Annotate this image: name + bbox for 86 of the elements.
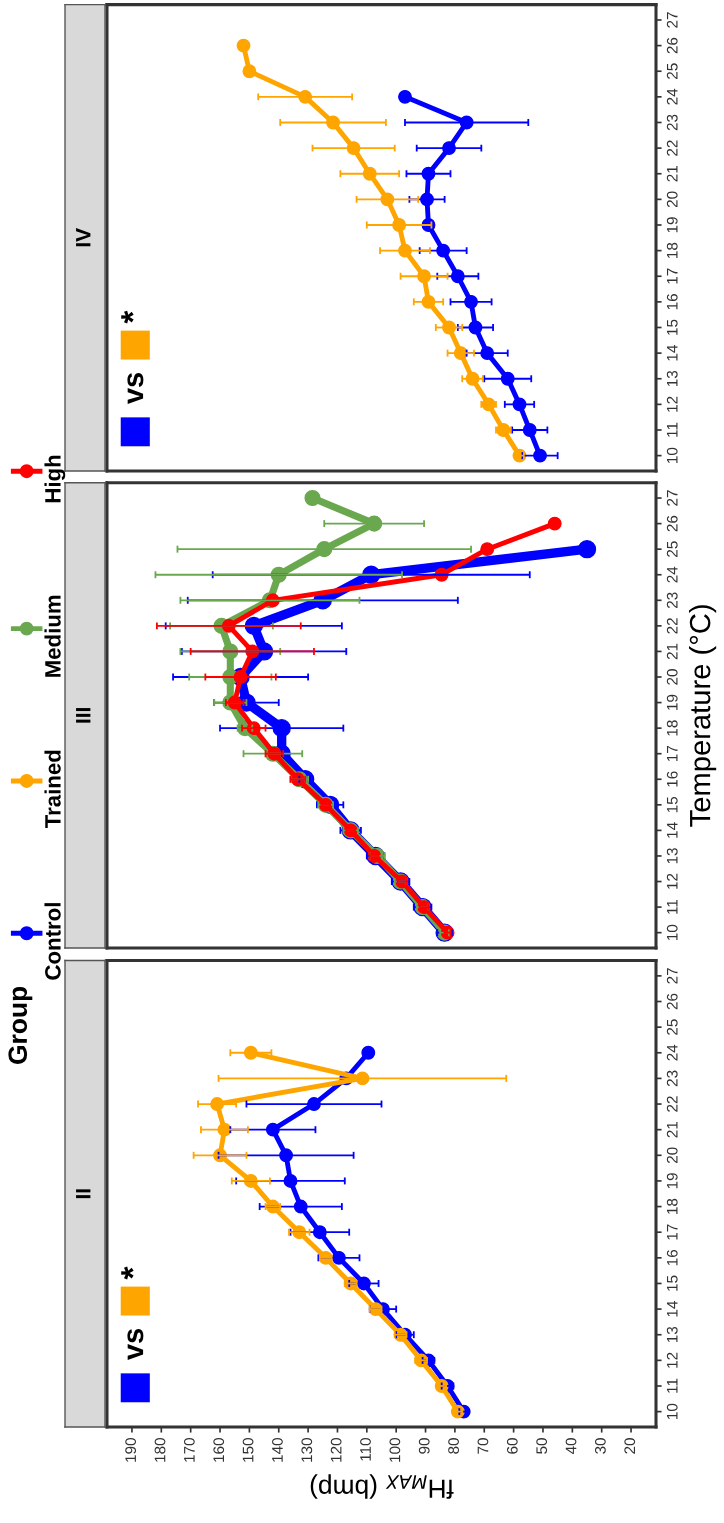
x-tick-label: 110 [360,1438,371,1461]
y-tick-label: 21 [666,643,678,660]
y-axis-title: Temperature (°C) [688,605,717,827]
y-tick-label: 11 [666,1378,678,1393]
annotation: vs [127,372,144,405]
y-tick-label: 21 [666,1121,678,1138]
x-tick-label: 80 [448,1438,459,1454]
y-tick-label: 13 [666,848,678,864]
y-tick-label: 17 [666,1224,678,1240]
y-tick-label: 18 [666,1198,678,1214]
text: III [76,708,91,723]
legend-title: Group [8,986,33,1064]
annotation: * [121,1266,134,1280]
y-tick-label: 25 [666,541,678,557]
annotation: vs [127,1328,144,1361]
y-tick-label: 24 [666,1044,678,1061]
y-tick-label: 16 [666,294,678,310]
y-tick-label: 19 [666,694,678,710]
y-tick-label: 25 [666,1019,678,1035]
legend-label: Control [44,903,61,980]
y-tick-label: 26 [666,515,678,532]
x-axis-title: fH$_{MAX}$ (bmp) [310,1474,454,1499]
y-tick-label: 12 [666,396,678,412]
y-tick-label: 18 [666,242,678,258]
y-tick-label: 20 [666,191,678,208]
x-tick-label: 90 [418,1438,430,1454]
y-tick-label: 27 [666,12,678,28]
x-tick-label: 60 [506,1438,518,1454]
legend-label: Trained [44,750,61,828]
y-tick-label: 18 [666,720,678,736]
y-tick-label: 12 [666,1352,678,1368]
y-tick-label: 20 [666,1147,678,1164]
y-tick-label: 21 [666,165,678,182]
y-tick-label: 11 [666,422,678,437]
y-tick-label: 15 [666,319,678,335]
y-tick-label: 14 [666,1301,678,1317]
y-tick-label: 20 [666,669,678,685]
x-tick-label: 190 [125,1438,137,1462]
text: II [76,1189,91,1199]
x-tick-label: 180 [154,1438,166,1462]
y-tick-label: 14 [666,345,678,361]
y-tick-label: 24 [666,566,678,583]
y-tick-label: 22 [666,140,678,156]
x-tick-label: 130 [301,1438,313,1462]
y-tick-label: 14 [666,822,678,838]
x-tick-label: 150 [242,1438,254,1462]
y-tick-label: 22 [666,618,678,634]
y-tick-label: 25 [666,63,678,79]
y-tick-label: 13 [666,370,678,387]
x-tick-label: 160 [213,1438,225,1462]
y-tick-label: 27 [666,968,678,984]
y-tick-label: 13 [666,1326,678,1343]
annotation: * [121,310,134,324]
y-tick-label: 26 [666,37,678,54]
y-tick-label: 16 [666,1250,678,1266]
x-tick-label: 100 [389,1438,401,1462]
x-tick-label: 170 [183,1438,195,1462]
y-tick-label: 17 [666,268,678,284]
y-tick-label: 11 [666,899,678,914]
y-tick-label: 22 [666,1096,678,1112]
y-tick-label: 10 [666,447,678,463]
y-tick-label: 23 [666,592,678,609]
legend-label: High [44,455,66,503]
y-tick-label: 23 [666,114,678,131]
x-tick-label: 50 [536,1438,548,1454]
x-tick-label: 120 [330,1438,342,1462]
y-tick-label: 17 [666,745,678,762]
y-tick-label: 19 [666,217,678,233]
y-tick-label: 12 [666,873,678,889]
y-tick-label: 10 [666,1403,678,1419]
x-tick-label: 70 [477,1438,489,1454]
y-tick-label: 26 [666,993,678,1010]
y-tick-label: 19 [666,1173,678,1189]
text: IV [76,228,91,247]
y-tick-label: 23 [666,1070,678,1087]
legend-label: Medium [44,595,61,677]
x-tick-label: 30 [594,1438,606,1454]
y-tick-label: 15 [666,1275,678,1291]
x-tick-label: 20 [624,1438,636,1454]
x-tick-label: 140 [272,1438,283,1462]
y-tick-label: 16 [666,771,678,787]
y-tick-label: 27 [666,490,678,506]
y-tick-label: 10 [666,924,678,940]
y-tick-label: 15 [666,796,678,813]
x-tick-label: 40 [565,1438,577,1455]
y-tick-label: 24 [666,88,678,105]
